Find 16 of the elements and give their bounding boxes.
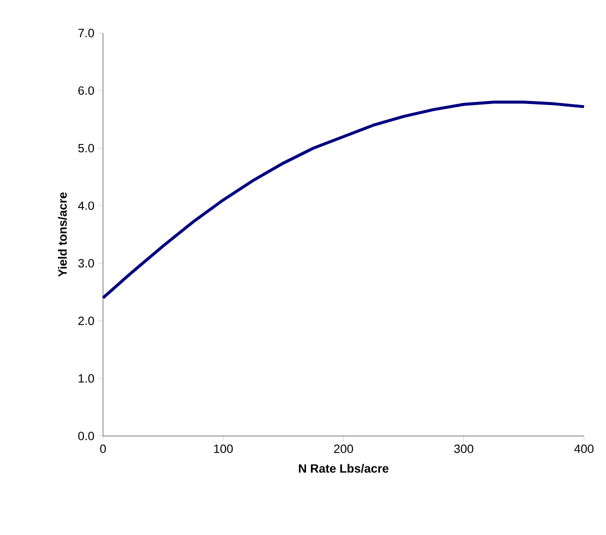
y-tick-label: 7.0 [78, 28, 94, 38]
y-axis-title: Yield tons/acre [58, 192, 67, 277]
x-tick-label: 200 [334, 444, 354, 454]
x-axis-title: N Rate Lbs/acre [298, 464, 388, 473]
y-tick-label: 1.0 [78, 374, 94, 383]
y-tick-label: 2.0 [78, 316, 94, 326]
y-tick-label: 0.0 [78, 432, 94, 440]
y-tick-label: 6.0 [78, 86, 94, 95]
x-tick-label: 400 [574, 444, 594, 454]
y-tick-label: 4.0 [78, 201, 94, 210]
x-tick-label: 100 [214, 444, 233, 454]
x-tick-label: 300 [454, 444, 474, 454]
y-tick-label: 5.0 [78, 144, 94, 152]
y-tick-label: 3.0 [78, 259, 94, 268]
line-series [102, 100, 586, 300]
x-tick-label: 0 [100, 444, 106, 454]
